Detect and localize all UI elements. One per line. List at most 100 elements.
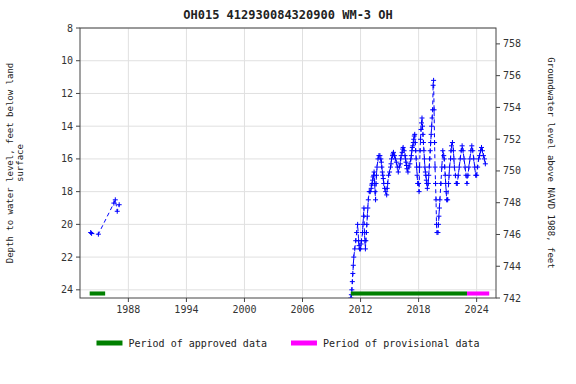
marker xyxy=(389,161,394,166)
marker-v xyxy=(417,173,418,178)
marker xyxy=(384,192,389,197)
marker xyxy=(350,271,355,276)
marker xyxy=(386,173,391,178)
marker-v xyxy=(421,127,422,132)
marker xyxy=(420,132,425,137)
marker xyxy=(417,165,422,170)
y2-tick-label: 750 xyxy=(503,165,521,176)
marker xyxy=(354,230,359,235)
marker-v xyxy=(433,83,434,88)
marker xyxy=(407,161,412,166)
y-tick-label: 24 xyxy=(61,284,73,295)
marker-v xyxy=(424,165,425,170)
y-tick-label: 18 xyxy=(61,186,73,197)
marker xyxy=(461,148,466,153)
marker-v xyxy=(439,206,440,211)
marker xyxy=(426,173,431,178)
marker xyxy=(365,206,370,211)
marker xyxy=(427,156,432,161)
marker xyxy=(425,186,430,191)
marker xyxy=(415,181,420,186)
marker xyxy=(447,173,452,178)
marker-v xyxy=(430,148,431,153)
marker-v xyxy=(449,173,450,178)
marker xyxy=(435,230,440,235)
marker xyxy=(351,263,356,268)
marker-v xyxy=(465,165,466,170)
marker-v xyxy=(353,263,354,268)
marker xyxy=(479,145,484,150)
y2-tick-label: 754 xyxy=(503,102,521,113)
marker-v xyxy=(462,143,463,148)
legend-item: Period of provisional data xyxy=(291,338,480,349)
marker-v xyxy=(458,173,459,178)
marker xyxy=(379,160,384,165)
marker xyxy=(374,181,379,186)
legend-label: Period of approved data xyxy=(128,338,266,349)
marker xyxy=(449,143,454,148)
marker-v xyxy=(424,156,425,161)
marker-v xyxy=(117,209,118,214)
marker-v xyxy=(463,148,464,153)
marker xyxy=(363,246,368,251)
marker-v xyxy=(471,143,472,148)
marker-v xyxy=(383,176,384,181)
marker-v xyxy=(360,246,361,251)
x-tick-label: 1988 xyxy=(116,304,140,315)
y2-tick-label: 752 xyxy=(503,134,521,145)
marker-v xyxy=(472,148,473,153)
marker-h xyxy=(473,175,478,176)
marker xyxy=(426,181,431,186)
marker-v xyxy=(386,192,387,197)
marker-v xyxy=(436,197,437,202)
marker-v xyxy=(454,165,455,170)
y-tick-label: 12 xyxy=(61,88,73,99)
marker-v xyxy=(481,145,482,150)
marker-v xyxy=(357,222,358,227)
marker-h xyxy=(415,183,420,184)
marker-v xyxy=(366,222,367,227)
marker xyxy=(451,148,456,153)
marker xyxy=(381,176,386,181)
marker-v xyxy=(469,156,470,161)
marker-v xyxy=(414,132,415,137)
y-tick xyxy=(76,60,80,61)
marker xyxy=(416,181,421,186)
marker-v xyxy=(409,161,410,166)
marker xyxy=(447,165,452,170)
y2-tick xyxy=(496,75,500,76)
y2-tick xyxy=(496,202,500,203)
y2-tick xyxy=(496,170,500,171)
y2-tick-label: 748 xyxy=(503,197,521,208)
marker xyxy=(476,156,481,161)
marker xyxy=(465,173,470,178)
marker-v xyxy=(449,165,450,170)
marker xyxy=(444,197,449,202)
marker-h xyxy=(434,232,439,233)
legend-label: Period of provisional data xyxy=(323,338,480,349)
marker-v xyxy=(368,197,369,202)
marker-h xyxy=(362,240,367,241)
marker-v xyxy=(374,170,375,175)
marker-v xyxy=(352,279,353,284)
title: OH015 412930084320900 WM-3 OH xyxy=(183,8,393,22)
marker xyxy=(445,197,450,202)
marker-v xyxy=(464,156,465,161)
marker-v xyxy=(484,156,485,161)
marker xyxy=(483,161,488,166)
marker-v xyxy=(365,238,366,243)
marker-v xyxy=(477,165,478,170)
marker xyxy=(372,170,377,175)
marker xyxy=(436,214,441,219)
marker xyxy=(454,181,459,186)
marker xyxy=(417,189,422,194)
marker-v xyxy=(361,238,362,243)
period-bar xyxy=(351,291,467,295)
marker xyxy=(431,83,436,88)
marker-v xyxy=(457,181,458,186)
marker-v xyxy=(419,165,420,170)
x-tick xyxy=(302,298,303,302)
marker xyxy=(473,173,478,178)
marker-v xyxy=(445,173,446,178)
marker-v xyxy=(421,120,422,125)
